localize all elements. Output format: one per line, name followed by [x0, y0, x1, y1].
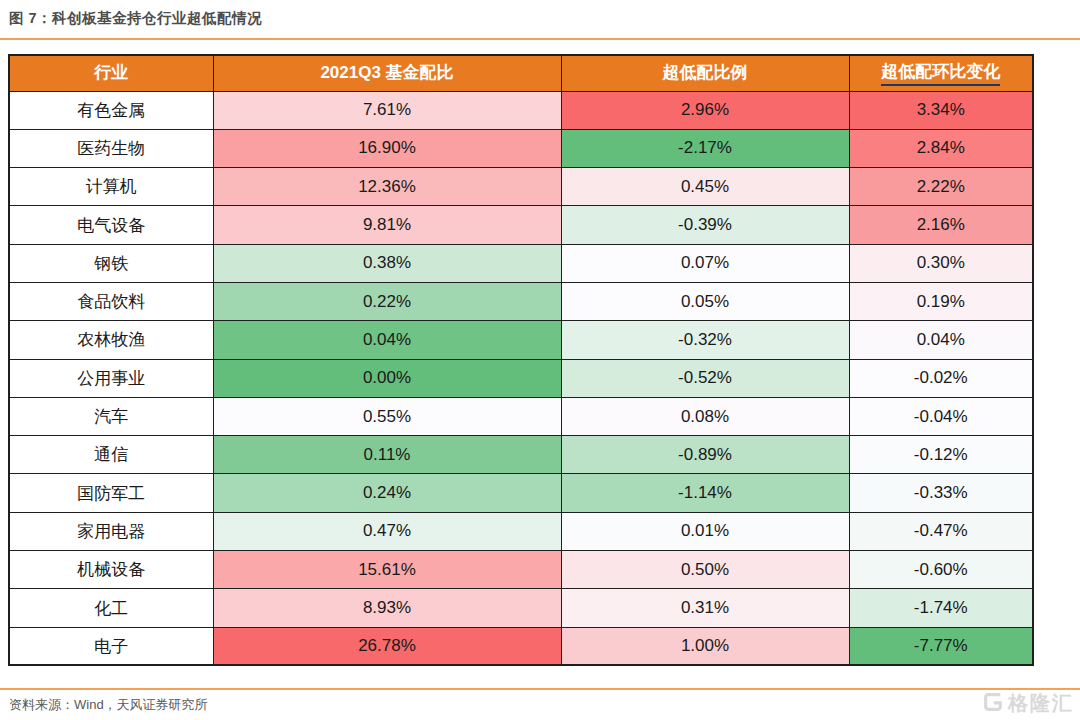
- table-body: 有色金属7.61%2.96%3.34%医药生物16.90%-2.17%2.84%…: [9, 91, 1033, 665]
- table-row: 计算机12.36%0.45%2.22%: [9, 168, 1033, 206]
- industry-cell: 计算机: [9, 168, 213, 206]
- value-cell: -0.32%: [561, 321, 849, 359]
- industry-cell: 农林牧渔: [9, 321, 213, 359]
- value-cell: 2.16%: [849, 206, 1033, 244]
- header-industry: 行业: [9, 55, 213, 91]
- table-row: 通信0.11%-0.89%-0.12%: [9, 436, 1033, 474]
- value-cell: -0.60%: [849, 551, 1033, 589]
- value-cell: -2.17%: [561, 129, 849, 167]
- table-row: 钢铁0.38%0.07%0.30%: [9, 244, 1033, 282]
- table-header-row: 行业 2021Q3 基金配比 超低配比例 超低配环比变化: [9, 55, 1033, 91]
- table-row: 医药生物16.90%-2.17%2.84%: [9, 129, 1033, 167]
- industry-cell: 化工: [9, 589, 213, 627]
- value-cell: 0.00%: [213, 359, 561, 397]
- source-note: 资料来源：Wind，天风证券研究所: [9, 696, 208, 714]
- watermark-logo: 格隆汇: [982, 690, 1074, 717]
- value-cell: -0.04%: [849, 397, 1033, 435]
- bottom-divider-line: [0, 688, 1080, 690]
- value-cell: 0.04%: [213, 321, 561, 359]
- industry-cell: 公用事业: [9, 359, 213, 397]
- table-row: 汽车0.55%0.08%-0.04%: [9, 397, 1033, 435]
- table-row: 农林牧渔0.04%-0.32%0.04%: [9, 321, 1033, 359]
- value-cell: -0.33%: [849, 474, 1033, 512]
- value-cell: 1.00%: [561, 627, 849, 665]
- value-cell: 0.45%: [561, 168, 849, 206]
- industry-cell: 医药生物: [9, 129, 213, 167]
- value-cell: 0.38%: [213, 244, 561, 282]
- header-2021q3-allocation: 2021Q3 基金配比: [213, 55, 561, 91]
- value-cell: 16.90%: [213, 129, 561, 167]
- header-over-under-ratio: 超低配比例: [561, 55, 849, 91]
- gelonghui-g-icon: [982, 691, 1004, 717]
- value-cell: 12.36%: [213, 168, 561, 206]
- data-table: 行业 2021Q3 基金配比 超低配比例 超低配环比变化 有色金属7.61%2.…: [8, 54, 1034, 666]
- value-cell: -7.77%: [849, 627, 1033, 665]
- value-cell: -0.12%: [849, 436, 1033, 474]
- value-cell: 0.31%: [561, 589, 849, 627]
- value-cell: 0.05%: [561, 282, 849, 320]
- value-cell: -0.47%: [849, 512, 1033, 550]
- value-cell: 0.08%: [561, 397, 849, 435]
- value-cell: 2.84%: [849, 129, 1033, 167]
- value-cell: 0.47%: [213, 512, 561, 550]
- table-row: 电子26.78%1.00%-7.77%: [9, 627, 1033, 665]
- value-cell: 3.34%: [849, 91, 1033, 129]
- table-row: 有色金属7.61%2.96%3.34%: [9, 91, 1033, 129]
- top-divider-line: [0, 38, 1080, 40]
- value-cell: -0.39%: [561, 206, 849, 244]
- table-row: 公用事业0.00%-0.52%-0.02%: [9, 359, 1033, 397]
- industry-cell: 国防军工: [9, 474, 213, 512]
- value-cell: 8.93%: [213, 589, 561, 627]
- industry-cell: 家用电器: [9, 512, 213, 550]
- value-cell: -0.52%: [561, 359, 849, 397]
- industry-cell: 电气设备: [9, 206, 213, 244]
- industry-cell: 有色金属: [9, 91, 213, 129]
- value-cell: 7.61%: [213, 91, 561, 129]
- value-cell: -1.74%: [849, 589, 1033, 627]
- value-cell: 0.04%: [849, 321, 1033, 359]
- table-row: 国防军工0.24%-1.14%-0.33%: [9, 474, 1033, 512]
- value-cell: -0.02%: [849, 359, 1033, 397]
- report-figure-page: 图 7：科创板基金持仓行业超低配情况 行业 2021Q3 基金配比 超低配比例 …: [0, 0, 1080, 720]
- industry-cell: 食品饮料: [9, 282, 213, 320]
- table-row: 电气设备9.81%-0.39%2.16%: [9, 206, 1033, 244]
- watermark-text: 格隆汇: [1008, 690, 1074, 717]
- header-qoq-change: 超低配环比变化: [849, 55, 1033, 91]
- value-cell: 0.50%: [561, 551, 849, 589]
- table-row: 化工8.93%0.31%-1.74%: [9, 589, 1033, 627]
- industry-cell: 机械设备: [9, 551, 213, 589]
- table-row: 机械设备15.61%0.50%-0.60%: [9, 551, 1033, 589]
- industry-cell: 钢铁: [9, 244, 213, 282]
- value-cell: 0.01%: [561, 512, 849, 550]
- value-cell: 26.78%: [213, 627, 561, 665]
- value-cell: 0.19%: [849, 282, 1033, 320]
- value-cell: 0.07%: [561, 244, 849, 282]
- value-cell: 0.24%: [213, 474, 561, 512]
- value-cell: 2.96%: [561, 91, 849, 129]
- value-cell: 0.22%: [213, 282, 561, 320]
- industry-cell: 通信: [9, 436, 213, 474]
- table-row: 家用电器0.47%0.01%-0.47%: [9, 512, 1033, 550]
- value-cell: -0.89%: [561, 436, 849, 474]
- table-row: 食品饮料0.22%0.05%0.19%: [9, 282, 1033, 320]
- industry-cell: 汽车: [9, 397, 213, 435]
- value-cell: 9.81%: [213, 206, 561, 244]
- value-cell: 0.11%: [213, 436, 561, 474]
- figure-title: 图 7：科创板基金持仓行业超低配情况: [9, 9, 262, 28]
- allocation-table: 行业 2021Q3 基金配比 超低配比例 超低配环比变化 有色金属7.61%2.…: [8, 54, 1032, 666]
- value-cell: 0.30%: [849, 244, 1033, 282]
- value-cell: 2.22%: [849, 168, 1033, 206]
- value-cell: -1.14%: [561, 474, 849, 512]
- industry-cell: 电子: [9, 627, 213, 665]
- value-cell: 0.55%: [213, 397, 561, 435]
- value-cell: 15.61%: [213, 551, 561, 589]
